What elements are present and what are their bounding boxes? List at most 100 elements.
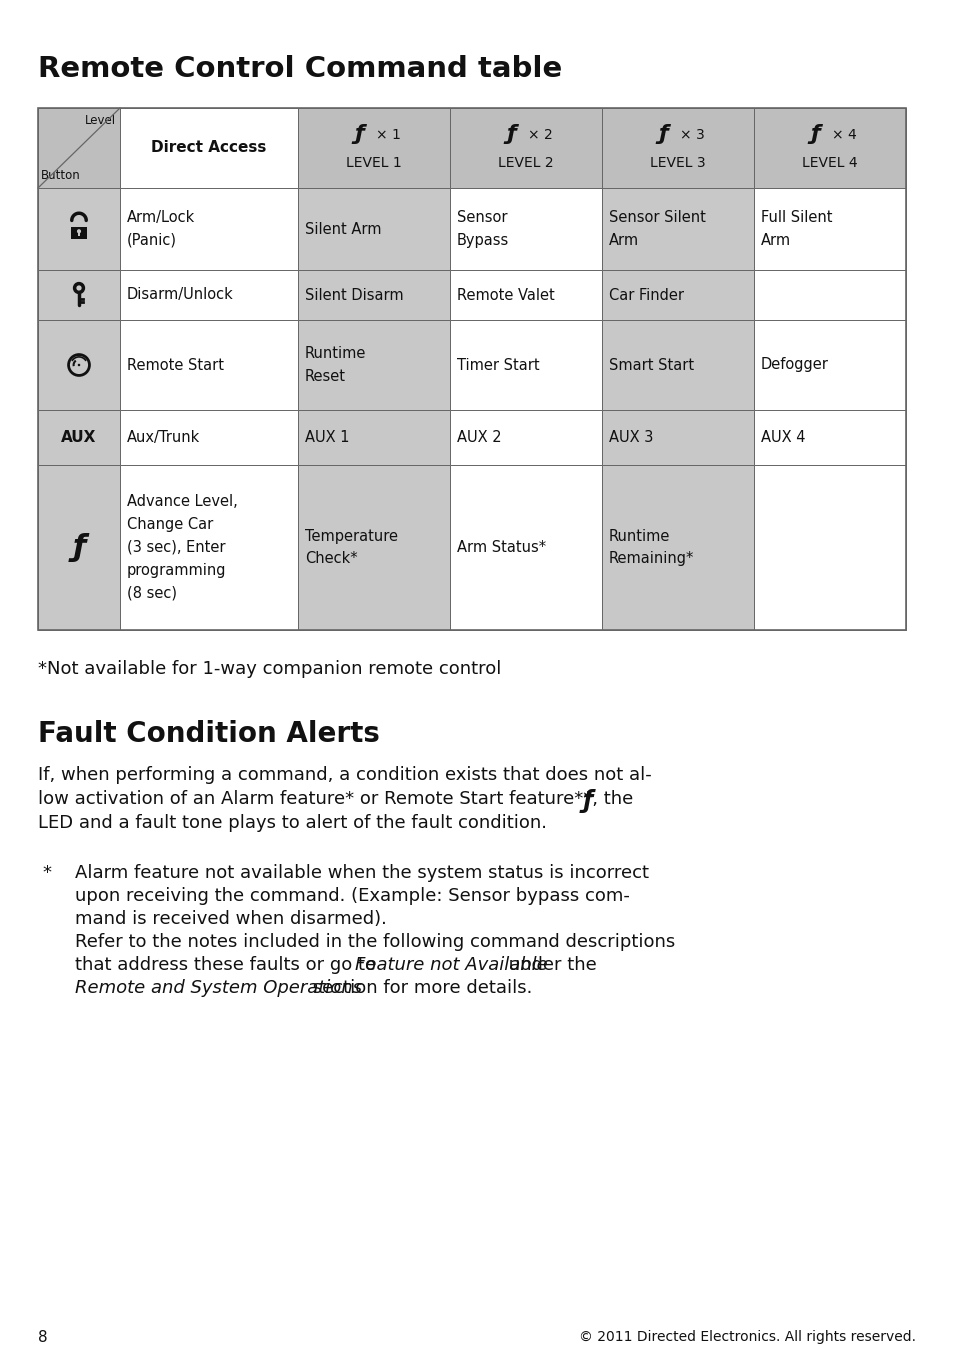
- Text: ƒ: ƒ: [582, 790, 593, 813]
- Text: Level: Level: [85, 114, 116, 126]
- Bar: [297, 188, 450, 270]
- Text: Car Finder: Car Finder: [608, 288, 683, 303]
- Bar: [78, 231, 80, 236]
- Text: Alarm feature not available when the system status is incorrect: Alarm feature not available when the sys…: [75, 864, 648, 882]
- Text: *Not available for 1-way companion remote control: *Not available for 1-way companion remot…: [38, 660, 501, 678]
- Bar: [450, 107, 601, 188]
- Text: LEVEL 4: LEVEL 4: [801, 156, 857, 170]
- Text: Defogger: Defogger: [760, 357, 828, 372]
- Bar: [753, 465, 905, 631]
- Text: Full Silent
Arm: Full Silent Arm: [760, 211, 832, 247]
- Bar: [38, 107, 120, 188]
- Text: ƒ: ƒ: [809, 124, 820, 144]
- Text: AUX: AUX: [61, 429, 96, 444]
- Text: section for more details.: section for more details.: [307, 978, 532, 998]
- Text: Refer to the notes included in the following command descriptions: Refer to the notes included in the follo…: [75, 934, 675, 951]
- Bar: [38, 188, 120, 270]
- Text: AUX 2: AUX 2: [456, 429, 501, 444]
- Text: AUX 1: AUX 1: [305, 429, 349, 444]
- Text: Advance Level,
Change Car
(3 sec), Enter
programming
(8 sec): Advance Level, Change Car (3 sec), Enter…: [127, 495, 237, 601]
- Text: Arm Status*: Arm Status*: [456, 540, 545, 554]
- Bar: [120, 410, 297, 465]
- Text: Aux/Trunk: Aux/Trunk: [127, 429, 200, 444]
- Text: Disarm/Unlock: Disarm/Unlock: [127, 288, 233, 303]
- Text: Sensor
Bypass: Sensor Bypass: [456, 211, 509, 247]
- Bar: [601, 188, 753, 270]
- Text: × 3: × 3: [679, 128, 704, 141]
- Bar: [601, 107, 753, 188]
- Bar: [297, 107, 450, 188]
- Text: Timer Start: Timer Start: [456, 357, 539, 372]
- Bar: [38, 107, 905, 631]
- Text: LED and a fault tone plays to alert of the fault condition.: LED and a fault tone plays to alert of t…: [38, 814, 546, 832]
- Text: Silent Disarm: Silent Disarm: [305, 288, 403, 303]
- Text: Temperature
Check*: Temperature Check*: [305, 529, 397, 567]
- Bar: [601, 270, 753, 319]
- Text: Remote Start: Remote Start: [127, 357, 224, 372]
- Bar: [120, 270, 297, 319]
- Text: Silent Arm: Silent Arm: [305, 222, 381, 236]
- Bar: [450, 319, 601, 410]
- Bar: [450, 410, 601, 465]
- Bar: [297, 319, 450, 410]
- Text: mand is received when disarmed).: mand is received when disarmed).: [75, 911, 387, 928]
- Text: Fault Condition Alerts: Fault Condition Alerts: [38, 720, 379, 747]
- Text: *: *: [42, 864, 51, 882]
- Text: low activation of an Alarm feature* or Remote Start feature**, the: low activation of an Alarm feature* or R…: [38, 790, 639, 809]
- Bar: [120, 188, 297, 270]
- Bar: [120, 107, 297, 188]
- Bar: [450, 270, 601, 319]
- Text: × 1: × 1: [375, 128, 400, 141]
- Bar: [38, 465, 120, 631]
- Bar: [450, 465, 601, 631]
- Text: Smart Start: Smart Start: [608, 357, 694, 372]
- Bar: [450, 188, 601, 270]
- Bar: [753, 107, 905, 188]
- Bar: [297, 270, 450, 319]
- Text: Runtime
Remaining*: Runtime Remaining*: [608, 529, 694, 567]
- Text: under the: under the: [502, 955, 597, 974]
- Bar: [753, 270, 905, 319]
- Bar: [38, 270, 120, 319]
- Text: Remote Control Command table: Remote Control Command table: [38, 54, 561, 83]
- Text: × 2: × 2: [527, 128, 552, 141]
- Text: upon receiving the command. (Example: Sensor bypass com-: upon receiving the command. (Example: Se…: [75, 887, 629, 905]
- Bar: [297, 465, 450, 631]
- Circle shape: [77, 230, 81, 234]
- Text: that address these faults or go to: that address these faults or go to: [75, 955, 381, 974]
- Text: LEVEL 2: LEVEL 2: [497, 156, 554, 170]
- Bar: [753, 410, 905, 465]
- Bar: [753, 319, 905, 410]
- Text: LEVEL 3: LEVEL 3: [650, 156, 705, 170]
- Text: If, when performing a command, a condition exists that does not al-: If, when performing a command, a conditi…: [38, 766, 651, 784]
- Text: Direct Access: Direct Access: [152, 140, 267, 155]
- Bar: [753, 188, 905, 270]
- Bar: [38, 410, 120, 465]
- Bar: [120, 465, 297, 631]
- Bar: [297, 410, 450, 465]
- Text: ƒ: ƒ: [658, 124, 667, 144]
- Circle shape: [77, 364, 80, 367]
- Text: © 2011 Directed Electronics. All rights reserved.: © 2011 Directed Electronics. All rights …: [578, 1330, 915, 1344]
- Text: Feature not Available: Feature not Available: [355, 955, 547, 974]
- Text: Button: Button: [41, 169, 81, 182]
- Text: AUX 3: AUX 3: [608, 429, 653, 444]
- Text: Remote Valet: Remote Valet: [456, 288, 554, 303]
- Text: AUX 4: AUX 4: [760, 429, 804, 444]
- Text: Remote and System Operations: Remote and System Operations: [75, 978, 361, 998]
- Bar: [71, 227, 87, 238]
- Text: ƒ: ƒ: [72, 533, 86, 563]
- Bar: [120, 319, 297, 410]
- Text: Runtime
Reset: Runtime Reset: [305, 347, 366, 383]
- Text: ƒ: ƒ: [506, 124, 516, 144]
- Text: ƒ: ƒ: [354, 124, 364, 144]
- Text: Arm/Lock
(Panic): Arm/Lock (Panic): [127, 211, 195, 247]
- Text: × 4: × 4: [831, 128, 856, 141]
- Text: 8: 8: [38, 1330, 48, 1345]
- Bar: [601, 465, 753, 631]
- Bar: [601, 410, 753, 465]
- Text: Sensor Silent
Arm: Sensor Silent Arm: [608, 211, 705, 247]
- Bar: [601, 319, 753, 410]
- Bar: [38, 319, 120, 410]
- Text: LEVEL 1: LEVEL 1: [346, 156, 401, 170]
